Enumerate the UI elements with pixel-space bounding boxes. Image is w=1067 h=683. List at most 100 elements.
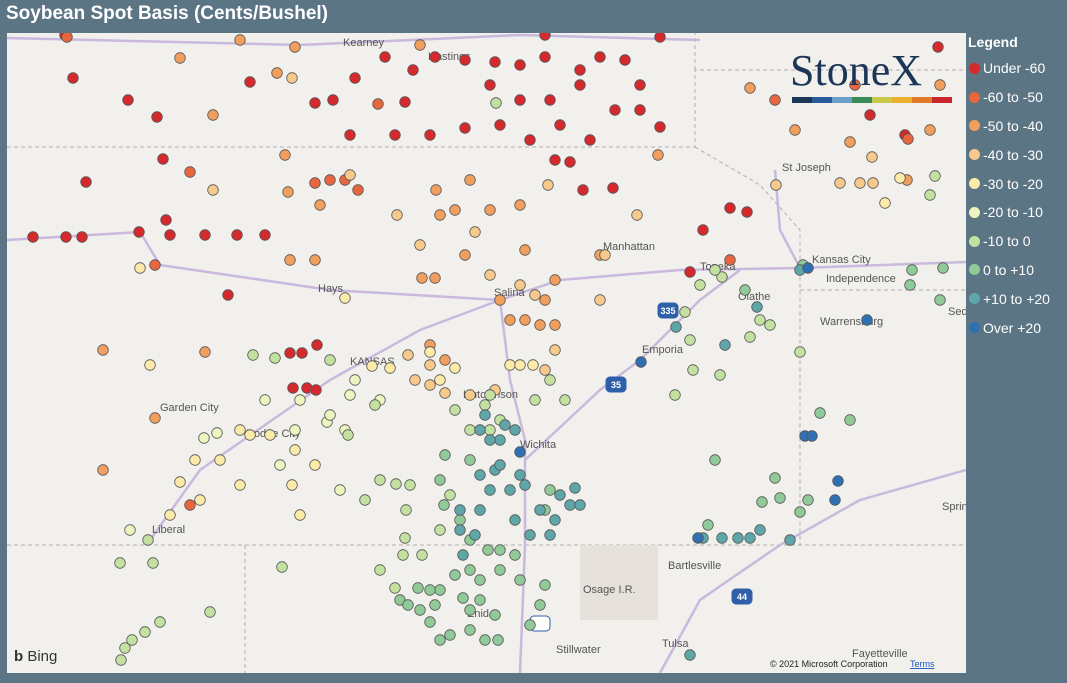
location-dot: [259, 394, 271, 406]
location-dot: [454, 524, 466, 536]
location-dot: [399, 96, 411, 108]
location-dot: [464, 624, 476, 636]
highway-number: 35: [611, 380, 621, 390]
location-dot: [784, 534, 796, 546]
location-dot: [434, 584, 446, 596]
location-dot: [164, 229, 176, 241]
location-dot: [309, 254, 321, 266]
terms-link[interactable]: Terms: [910, 659, 935, 669]
location-dot: [474, 469, 486, 481]
legend-label: -40 to -30: [983, 146, 1043, 163]
location-dot: [732, 532, 744, 544]
location-dot: [504, 484, 516, 496]
highway-shield: [605, 376, 627, 393]
location-dot: [687, 364, 699, 376]
location-dot: [115, 654, 127, 666]
legend-label: -30 to -20: [983, 175, 1043, 192]
location-dot: [287, 382, 299, 394]
location-dot: [902, 133, 914, 145]
location-dot: [490, 97, 502, 109]
location-dot: [416, 272, 428, 284]
location-dot: [207, 184, 219, 196]
location-dot: [402, 599, 414, 611]
location-dot: [492, 634, 504, 646]
location-dot: [684, 334, 696, 346]
location-dot: [479, 634, 491, 646]
city-label: Warrensburg: [820, 316, 883, 328]
location-dot: [289, 444, 301, 456]
location-dot: [424, 379, 436, 391]
legend-title: Legend: [968, 34, 1018, 50]
location-dot: [189, 454, 201, 466]
city-label: Bartlesville: [668, 560, 721, 572]
location-dot: [474, 504, 486, 516]
location-dot: [414, 604, 426, 616]
location-dot: [774, 492, 786, 504]
location-dot: [434, 474, 446, 486]
location-dot: [444, 629, 456, 641]
location-dot: [549, 154, 561, 166]
location-dot: [464, 454, 476, 466]
location-dot: [119, 642, 131, 654]
location-dot: [439, 387, 451, 399]
location-dot: [271, 67, 283, 79]
location-dot: [574, 79, 586, 91]
location-dot: [416, 549, 428, 561]
location-dot: [414, 239, 426, 251]
location-dot: [739, 284, 751, 296]
location-dot: [80, 176, 92, 188]
location-dot: [399, 532, 411, 544]
location-dot: [484, 204, 496, 216]
highway-number: 412: [532, 619, 547, 629]
location-dot: [276, 561, 288, 573]
location-dot: [504, 314, 516, 326]
location-dot: [334, 484, 346, 496]
legend-item: -30 to -20: [968, 169, 1050, 198]
legend: Legend Under -60 -60 to -50 -50 to -40 -40 …: [968, 34, 1050, 342]
location-dot: [222, 289, 234, 301]
location-dot: [430, 184, 442, 196]
location-dot: [484, 484, 496, 496]
location-dot: [144, 359, 156, 371]
legend-swatch: [969, 91, 980, 103]
city-label: Garden City: [160, 402, 219, 414]
map-background: [7, 33, 966, 673]
location-dot: [327, 94, 339, 106]
location-dot: [514, 469, 526, 481]
location-dot: [449, 404, 461, 416]
legend-item: Over +20: [968, 313, 1050, 342]
location-dot: [464, 564, 476, 576]
location-dot: [314, 199, 326, 211]
location-dot: [832, 475, 844, 487]
location-dot: [499, 419, 511, 431]
location-dot: [27, 231, 39, 243]
location-dot: [324, 409, 336, 421]
location-dot: [631, 209, 643, 221]
location-dot: [289, 41, 301, 53]
location-dot: [559, 394, 571, 406]
location-dot: [449, 362, 461, 374]
city-label: Sed: [948, 306, 966, 318]
location-dot: [484, 79, 496, 91]
location-dot: [154, 616, 166, 628]
location-dot: [126, 634, 138, 646]
city-label: Tulsa: [662, 638, 689, 650]
location-dot: [344, 169, 356, 181]
location-dot: [134, 262, 146, 274]
location-dot: [286, 72, 298, 84]
location-dot: [716, 532, 728, 544]
location-dot: [324, 354, 336, 366]
location-dot: [279, 149, 291, 161]
legend-label: Over +20: [983, 319, 1041, 336]
location-dot: [607, 182, 619, 194]
location-dot: [174, 476, 186, 488]
location-dot: [409, 374, 421, 386]
location-dot: [484, 424, 496, 436]
location-dot: [609, 104, 621, 116]
location-dot: [214, 454, 226, 466]
location-dot: [867, 177, 879, 189]
location-dot: [494, 294, 506, 306]
legend-item: -10 to 0: [968, 227, 1050, 256]
logo-bar: [852, 97, 872, 103]
